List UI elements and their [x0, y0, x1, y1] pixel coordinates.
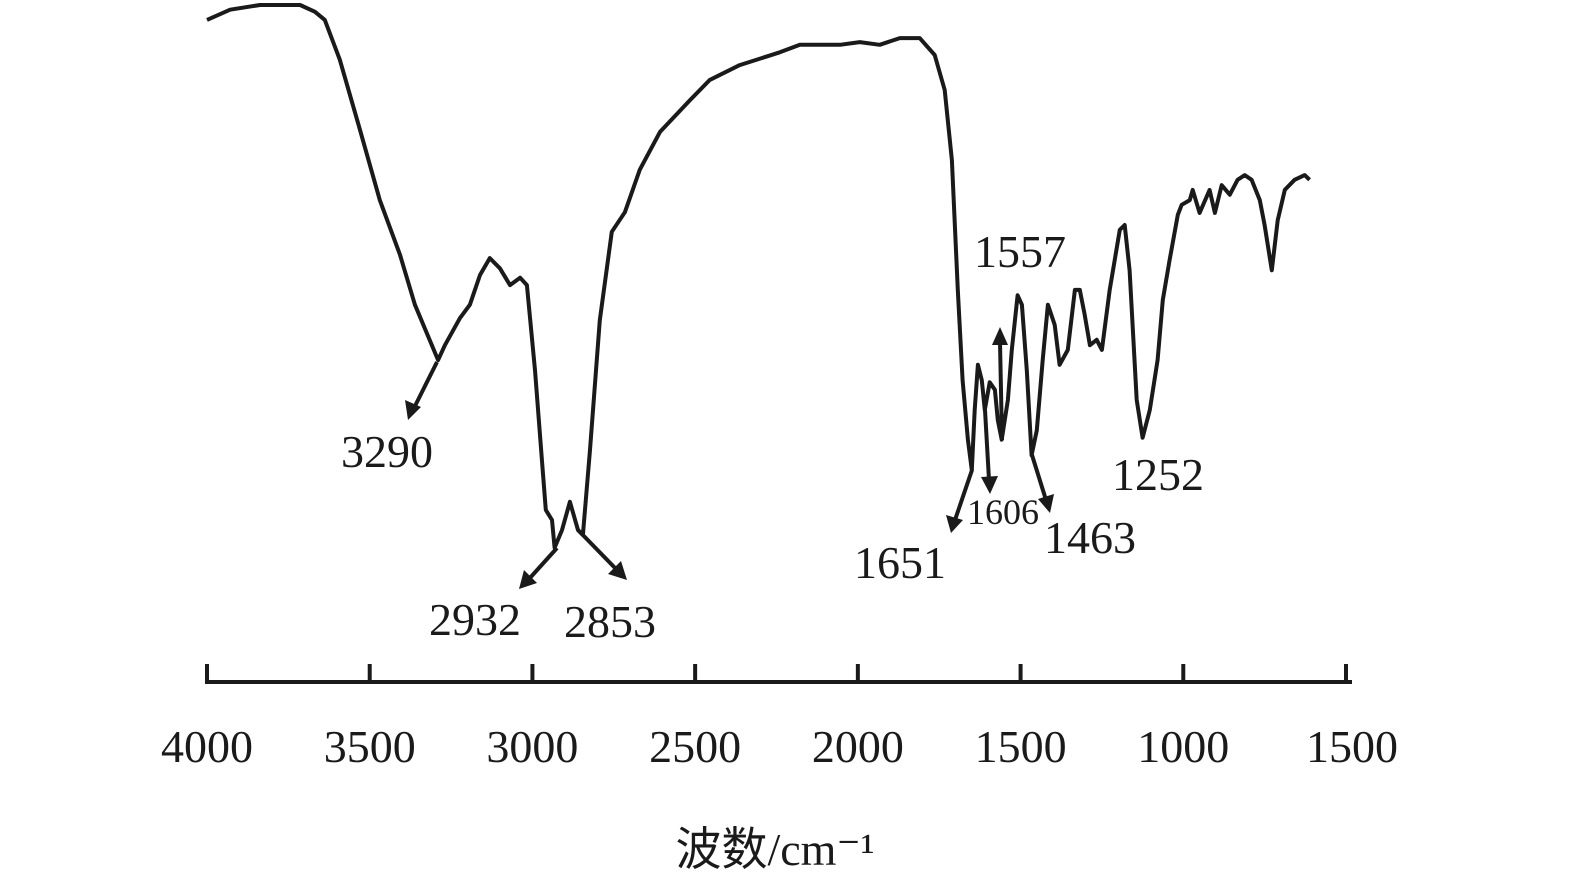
- arrow-head: [992, 327, 1008, 345]
- peak-arrows: [405, 327, 1054, 589]
- arrow: [998, 341, 1004, 441]
- arrow-head: [946, 515, 963, 533]
- arrow: [412, 361, 439, 409]
- arrow-head: [608, 561, 627, 580]
- x-axis-label: 波数/cm⁻¹: [675, 824, 874, 875]
- x-tick-label: 2500: [649, 721, 741, 772]
- arrow: [576, 528, 619, 572]
- peak-label: 1606: [967, 492, 1039, 532]
- arrow-head: [405, 400, 421, 420]
- peak-label: 3290: [341, 426, 433, 477]
- peak-label: 1651: [854, 537, 946, 588]
- x-tick-label: 2000: [812, 721, 904, 772]
- x-tick-label: 1500: [1306, 721, 1398, 772]
- spectrum-line: [206, 3, 1311, 550]
- peak-label: 2853: [564, 596, 656, 647]
- x-tick-label: 1500: [975, 721, 1067, 772]
- x-tick-label: 4000: [161, 721, 253, 772]
- peak-label: 2932: [429, 594, 521, 645]
- arrow: [1030, 454, 1048, 501]
- x-tick-label: 3000: [486, 721, 578, 772]
- x-tick-label: 1000: [1137, 721, 1229, 772]
- x-tick-label: 3500: [324, 721, 416, 772]
- arrow-head: [519, 570, 537, 589]
- arrow: [527, 546, 559, 581]
- peak-label: 1557: [974, 226, 1066, 277]
- peak-label: 1463: [1044, 512, 1136, 563]
- arrow-head: [1038, 494, 1054, 513]
- arrow: [953, 469, 974, 521]
- peak-label: 1252: [1112, 449, 1204, 500]
- arrow: [983, 409, 991, 481]
- arrow-head: [981, 476, 998, 494]
